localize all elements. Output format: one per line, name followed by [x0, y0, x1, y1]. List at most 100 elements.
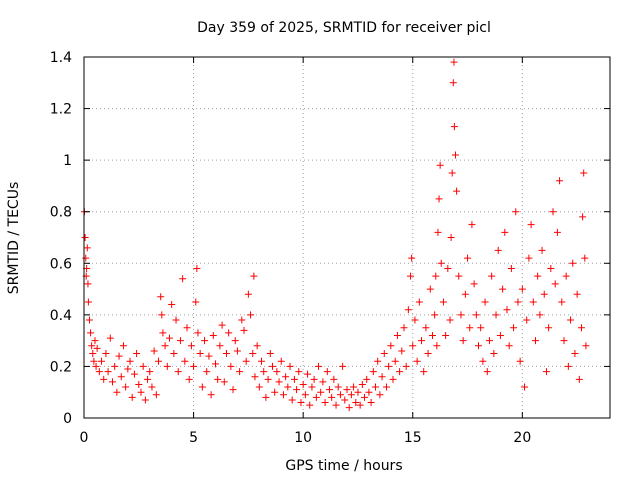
data-point: [139, 362, 147, 370]
data-point: [240, 326, 248, 334]
data-point: [271, 388, 279, 396]
data-point: [328, 393, 336, 401]
data-point: [336, 391, 344, 399]
data-point: [356, 401, 364, 409]
data-point: [564, 362, 572, 370]
data-point: [225, 329, 233, 337]
y-tick-label: 0: [63, 411, 72, 427]
data-point: [301, 391, 309, 399]
data-point: [152, 391, 160, 399]
data-point: [93, 344, 101, 352]
data-point: [488, 272, 496, 280]
data-point: [354, 388, 362, 396]
y-tick-label: 0.8: [50, 205, 72, 221]
x-tick-label: 20: [513, 430, 531, 446]
data-point: [558, 298, 566, 306]
data-point: [365, 388, 373, 396]
data-point: [525, 254, 533, 262]
data-point: [398, 347, 406, 355]
data-point: [264, 375, 272, 383]
data-point: [477, 324, 485, 332]
data-point: [527, 221, 535, 229]
data-point: [426, 285, 434, 293]
data-point: [470, 280, 478, 288]
data-point: [363, 375, 371, 383]
data-point: [100, 375, 108, 383]
data-point: [551, 280, 559, 288]
data-point: [108, 378, 116, 386]
data-point: [567, 316, 575, 324]
data-point: [168, 301, 176, 309]
grid: [84, 57, 610, 418]
data-point: [288, 396, 296, 404]
data-point: [431, 311, 439, 319]
data-point: [501, 228, 509, 236]
data-point: [229, 386, 237, 394]
data-point: [286, 362, 294, 370]
data-point: [91, 337, 99, 345]
data-point: [117, 373, 125, 381]
data-point: [203, 368, 211, 376]
data-point: [391, 357, 399, 365]
data-point: [529, 298, 537, 306]
data-point: [579, 213, 587, 221]
data-point: [130, 370, 138, 378]
data-point: [146, 368, 154, 376]
data-point: [490, 350, 498, 358]
data-point: [106, 334, 114, 342]
data-point: [214, 375, 222, 383]
data-point: [562, 272, 570, 280]
data-point: [83, 244, 91, 252]
data-point: [461, 290, 469, 298]
data-point: [279, 391, 287, 399]
data-point: [575, 375, 583, 383]
data-point: [201, 337, 209, 345]
data-point: [262, 393, 270, 401]
data-point: [387, 342, 395, 350]
data-point: [457, 311, 465, 319]
data-point: [481, 298, 489, 306]
data-point: [560, 337, 568, 345]
x-axis-label: GPS time / hours: [285, 458, 402, 474]
x-tick-label: 10: [294, 430, 312, 446]
data-point: [408, 254, 416, 262]
data-point: [190, 362, 198, 370]
data-point: [518, 285, 526, 293]
data-point: [122, 383, 130, 391]
data-point: [367, 399, 375, 407]
data-point: [185, 375, 193, 383]
data-point: [88, 342, 96, 350]
x-tick-label: 5: [189, 430, 198, 446]
data-point: [255, 383, 263, 391]
data-point: [451, 151, 459, 159]
data-point: [444, 264, 452, 272]
data-point: [137, 388, 145, 396]
data-point: [428, 331, 436, 339]
data-point: [516, 357, 524, 365]
data-point: [447, 234, 455, 241]
data-point: [321, 399, 329, 407]
x-tick-label: 15: [404, 430, 422, 446]
data-point: [89, 350, 97, 358]
data-point: [90, 357, 98, 365]
data-point: [393, 331, 401, 339]
data-point: [449, 79, 457, 87]
data-point: [227, 362, 235, 370]
data-point: [536, 311, 544, 319]
data-point: [250, 272, 258, 280]
data-point: [475, 342, 482, 350]
data-point: [361, 393, 369, 401]
y-tick-label: 1: [63, 153, 72, 169]
data-point: [176, 337, 184, 345]
data-point: [472, 311, 480, 319]
data-point: [347, 391, 355, 399]
data-point: [84, 298, 92, 306]
data-point: [468, 221, 476, 229]
data-point: [521, 383, 529, 391]
data-point: [330, 375, 338, 383]
data-points: [80, 58, 590, 412]
data-point: [448, 169, 456, 177]
data-point: [198, 383, 206, 391]
data-point: [371, 383, 379, 391]
